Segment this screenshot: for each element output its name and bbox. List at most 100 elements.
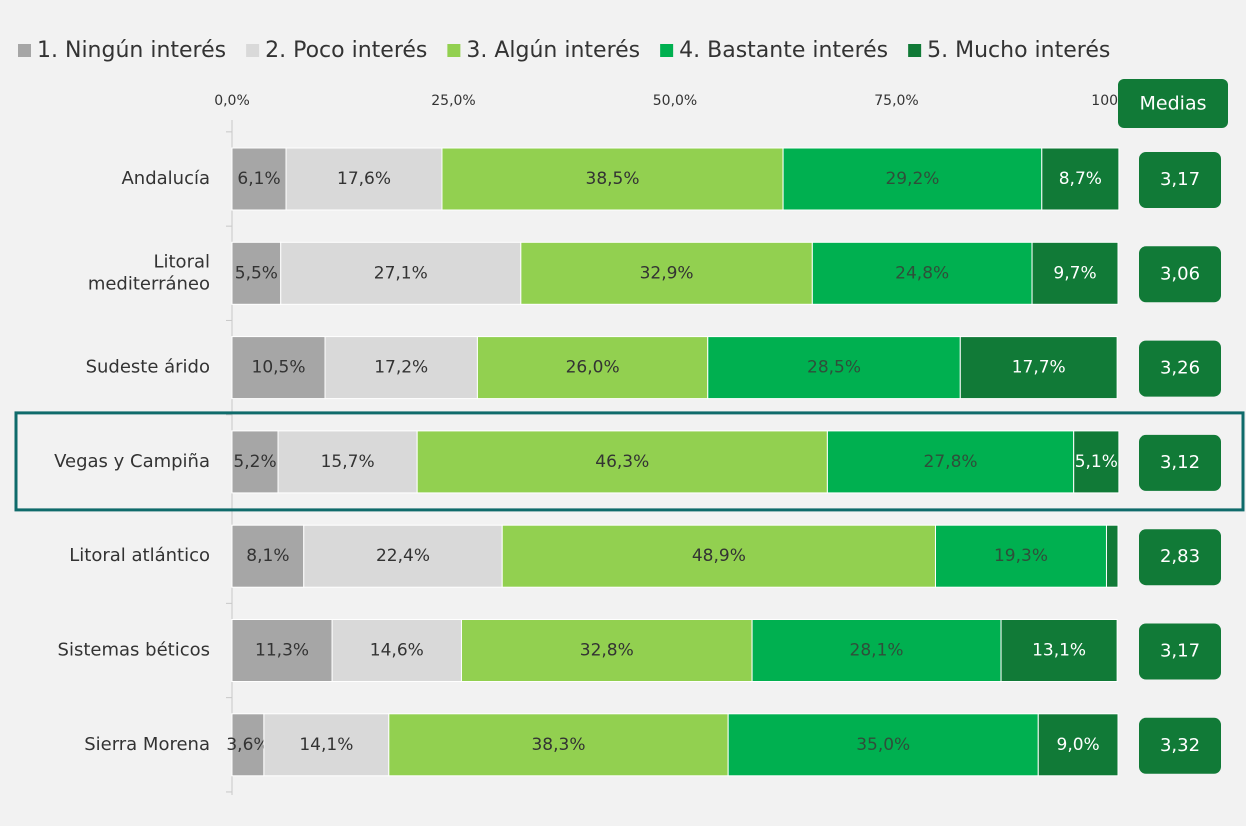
mean-box bbox=[1139, 434, 1221, 491]
data-label: 27,1% bbox=[374, 263, 428, 283]
bar-segment bbox=[1041, 147, 1120, 211]
bar-segment bbox=[727, 713, 1039, 777]
data-label: 5,1% bbox=[1075, 452, 1118, 472]
bar-segment bbox=[441, 147, 784, 211]
bar-segment bbox=[388, 713, 729, 777]
x-tick-label: 75,0% bbox=[874, 93, 918, 109]
legend-swatch bbox=[18, 44, 31, 57]
x-tick-label: 25,0% bbox=[431, 93, 475, 109]
data-label: 15,7% bbox=[321, 452, 375, 472]
data-label: 22,4% bbox=[376, 546, 430, 566]
data-label: 17,2% bbox=[374, 358, 428, 378]
data-label: 14,6% bbox=[370, 641, 424, 661]
bar-segment bbox=[826, 430, 1075, 494]
data-label: 9,0% bbox=[1057, 735, 1100, 755]
data-label: 17,7% bbox=[1012, 358, 1066, 378]
legend-label: 4. Bastante interés bbox=[679, 38, 888, 63]
mean-box bbox=[1139, 529, 1221, 586]
data-label: 35,0% bbox=[856, 735, 910, 755]
legend-label: 5. Mucho interés bbox=[927, 38, 1110, 63]
data-label: 48,9% bbox=[692, 546, 746, 566]
mean-box bbox=[1139, 246, 1221, 303]
data-label: 6,1% bbox=[237, 169, 280, 189]
y-tick-label: Sistemas béticos bbox=[58, 640, 210, 661]
data-label: 14,1% bbox=[299, 735, 353, 755]
bar-segment bbox=[280, 241, 522, 305]
mean-label: 3,32 bbox=[1160, 735, 1200, 756]
data-label: 28,1% bbox=[850, 641, 904, 661]
data-label: 17,6% bbox=[337, 169, 391, 189]
bar-segment bbox=[231, 524, 305, 588]
bar-segment bbox=[476, 336, 709, 400]
data-label: 24,8% bbox=[895, 263, 949, 283]
legend-swatch bbox=[908, 44, 922, 57]
y-tick-label: Vegas y Campiña bbox=[54, 451, 210, 472]
legend-label: 2. Poco interés bbox=[265, 38, 427, 63]
data-label: 3,6% bbox=[226, 735, 269, 755]
mean-label: 2,83 bbox=[1160, 546, 1200, 567]
bar-segment bbox=[277, 430, 418, 494]
bar-segment bbox=[231, 619, 333, 682]
mean-box bbox=[1139, 152, 1221, 208]
legend-swatch bbox=[447, 44, 461, 57]
bar-segment bbox=[1000, 619, 1118, 682]
data-label: 10,5% bbox=[252, 358, 306, 378]
data-label: 5,2% bbox=[233, 452, 276, 472]
mean-box bbox=[1139, 623, 1221, 680]
bar-segment bbox=[460, 619, 753, 682]
data-label: 26,0% bbox=[566, 358, 620, 378]
data-label: 13,1% bbox=[1032, 641, 1086, 661]
mean-label: 3,12 bbox=[1160, 452, 1200, 473]
legend-swatch bbox=[246, 44, 260, 57]
data-label: 27,8% bbox=[924, 452, 978, 472]
data-label: 28,5% bbox=[807, 358, 861, 378]
data-label: 11,3% bbox=[255, 641, 309, 661]
bar-segment bbox=[231, 336, 326, 400]
data-label: 32,8% bbox=[580, 641, 634, 661]
data-label: 8,7% bbox=[1059, 169, 1102, 189]
x-tick-label: 0,0% bbox=[214, 93, 250, 109]
y-tick-label: Litoral atlántico bbox=[69, 545, 210, 566]
bar-segment bbox=[231, 430, 279, 494]
mean-box bbox=[1139, 717, 1221, 774]
y-tick-line: Litoral bbox=[153, 251, 210, 272]
data-label: 38,5% bbox=[586, 169, 640, 189]
means-header: Medias bbox=[1140, 93, 1207, 115]
bar-segment bbox=[263, 713, 390, 777]
data-label: 32,9% bbox=[640, 263, 694, 283]
mean-label: 3,26 bbox=[1160, 358, 1200, 379]
y-tick-label: Sierra Morena bbox=[84, 734, 210, 755]
y-tick-line: mediterráneo bbox=[88, 273, 210, 294]
means-header-box bbox=[1118, 79, 1228, 128]
bar-segment bbox=[782, 147, 1043, 211]
legend-label: 1. Ningún interés bbox=[37, 38, 226, 63]
data-label: 38,3% bbox=[531, 735, 585, 755]
bar-segment bbox=[934, 524, 1107, 588]
mean-label: 3,17 bbox=[1160, 169, 1200, 190]
y-tick-label: Andalucía bbox=[121, 168, 210, 189]
bar-segment bbox=[959, 336, 1118, 400]
bar-segment bbox=[331, 619, 462, 682]
bar-segment bbox=[1031, 241, 1119, 305]
bar-segment bbox=[520, 241, 813, 305]
mean-box bbox=[1139, 340, 1221, 397]
bar-segment bbox=[285, 147, 443, 211]
bar-segment bbox=[231, 241, 282, 305]
data-label: 46,3% bbox=[595, 452, 649, 472]
bar-segment bbox=[1105, 524, 1119, 588]
legend-swatch bbox=[660, 44, 674, 57]
data-label: 5,5% bbox=[235, 263, 278, 283]
mean-label: 3,06 bbox=[1160, 263, 1200, 284]
bar-segment bbox=[501, 524, 936, 588]
bar-segment bbox=[1073, 430, 1120, 494]
data-label: 29,2% bbox=[885, 169, 939, 189]
bar-segment bbox=[811, 241, 1033, 305]
data-label: 8,1% bbox=[246, 546, 289, 566]
data-label: 9,7% bbox=[1053, 263, 1096, 283]
data-label: 19,3% bbox=[994, 546, 1048, 566]
x-tick-label: 50,0% bbox=[653, 93, 697, 109]
y-tick-label: Sudeste árido bbox=[86, 357, 210, 378]
mean-label: 3,17 bbox=[1160, 641, 1200, 662]
bar-segment bbox=[303, 524, 503, 588]
